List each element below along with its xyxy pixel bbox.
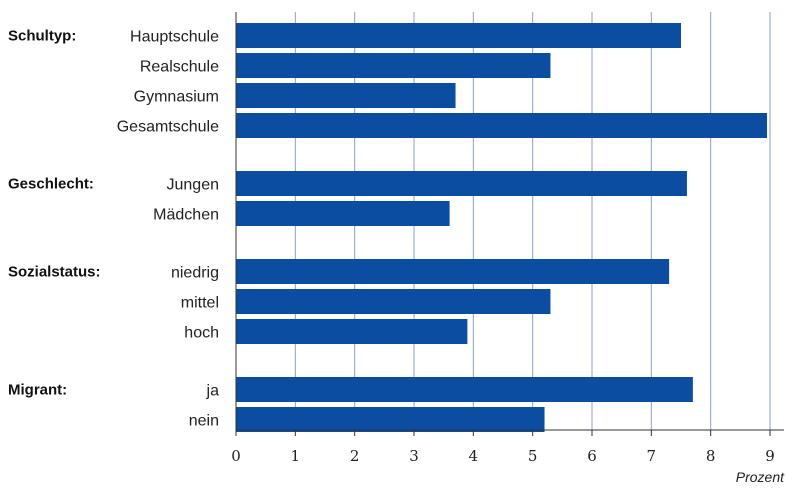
bars — [236, 23, 768, 432]
x-tick-label: 9 — [765, 447, 775, 465]
bar-hoch — [236, 319, 468, 344]
x-tick-label: 3 — [409, 447, 419, 465]
bar-gymnasium — [236, 83, 456, 108]
group-label: Sozialstatus: — [8, 264, 101, 281]
x-tick-label: 4 — [469, 447, 479, 465]
bar-mittel — [236, 289, 551, 314]
bar-gesamtschule — [236, 113, 768, 138]
x-axis: 0 1 2 3 4 5 6 7 8 9 Prozent — [231, 12, 785, 485]
category-label: hoch — [184, 325, 219, 342]
x-axis-label: Prozent — [736, 469, 785, 485]
x-tick-label: 7 — [647, 447, 657, 465]
category-label: Realschule — [140, 59, 219, 76]
bar-realschule — [236, 53, 551, 78]
x-tick-label: 0 — [231, 447, 241, 465]
x-tick-label: 5 — [528, 447, 538, 465]
x-tick-label: 6 — [587, 447, 597, 465]
category-label: Jungen — [167, 177, 220, 194]
category-label: ja — [206, 383, 220, 400]
grid-lines — [294, 12, 771, 430]
bar-jungen — [236, 171, 687, 196]
bar-ja — [236, 377, 693, 402]
category-label: Gymnasium — [134, 89, 219, 106]
x-tick-label: 2 — [350, 447, 360, 465]
group-label: Migrant: — [8, 382, 67, 399]
x-tick-label: 8 — [706, 447, 716, 465]
bar-niedrig — [236, 259, 670, 284]
group-label: Geschlecht: — [8, 176, 94, 193]
bar-nein — [236, 407, 545, 432]
category-labels: Schultyp: Hauptschule Realschule Gymnasium G… — [8, 28, 219, 430]
bar-hauptschule — [236, 23, 681, 48]
bar-mädchen — [236, 201, 450, 226]
category-label: nein — [189, 413, 219, 430]
category-label: Gesamtschule — [117, 119, 219, 136]
category-label: niedrig — [171, 265, 219, 282]
category-label: Hauptschule — [130, 29, 219, 46]
category-label: mittel — [181, 295, 219, 312]
group-label: Schultyp: — [8, 28, 76, 45]
category-label: Mädchen — [153, 207, 219, 224]
x-tick-label: 1 — [291, 447, 301, 465]
